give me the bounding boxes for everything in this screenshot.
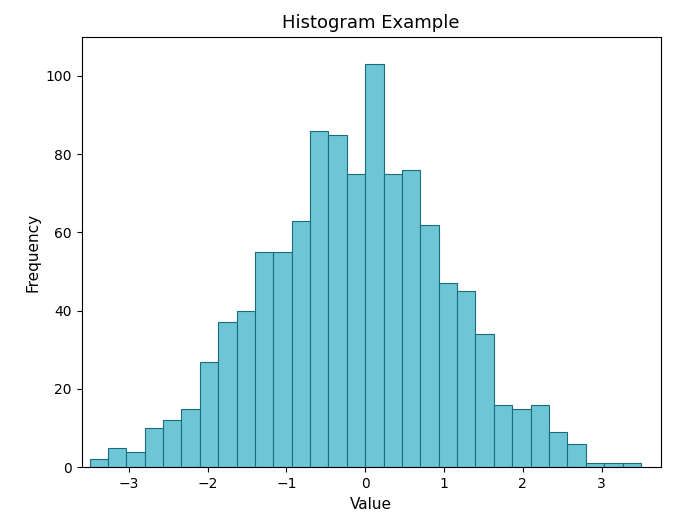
Y-axis label: Frequency: Frequency xyxy=(25,213,40,291)
Bar xyxy=(383,174,402,467)
Bar xyxy=(622,464,641,467)
Bar xyxy=(181,408,200,467)
Bar xyxy=(145,428,163,467)
Bar xyxy=(200,362,218,467)
Title: Histogram Example: Histogram Example xyxy=(283,14,460,33)
Bar xyxy=(90,459,108,467)
Bar xyxy=(586,464,604,467)
Bar xyxy=(420,225,439,467)
Bar xyxy=(127,452,145,467)
Bar xyxy=(494,405,512,467)
Bar xyxy=(567,444,586,467)
Bar xyxy=(163,421,181,467)
Bar xyxy=(108,448,127,467)
Bar xyxy=(549,432,567,467)
Bar xyxy=(310,131,328,467)
Bar xyxy=(218,322,236,467)
Bar xyxy=(236,311,255,467)
Bar xyxy=(402,170,420,467)
Bar xyxy=(328,134,347,467)
Bar xyxy=(512,408,530,467)
Bar xyxy=(255,252,273,467)
Bar xyxy=(604,464,622,467)
Bar xyxy=(347,174,365,467)
Bar xyxy=(365,64,383,467)
Bar xyxy=(475,334,494,467)
Bar xyxy=(291,220,310,467)
Bar xyxy=(439,284,457,467)
Bar xyxy=(530,405,549,467)
Bar xyxy=(273,252,291,467)
Bar xyxy=(457,291,475,467)
X-axis label: Value: Value xyxy=(350,497,392,511)
